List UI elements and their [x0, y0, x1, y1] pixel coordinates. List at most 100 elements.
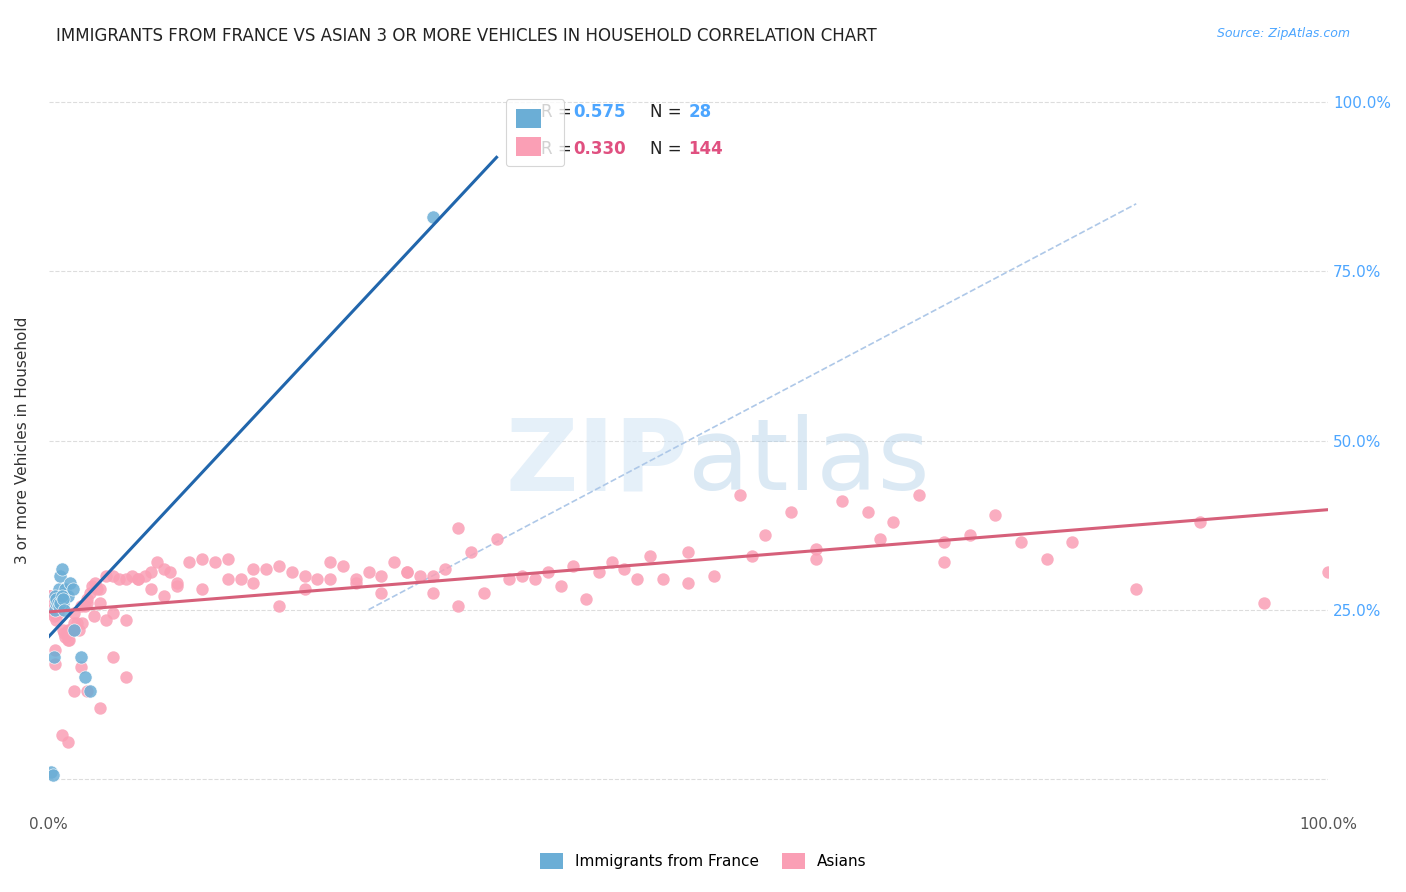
Point: [101, 569, 124, 583]
Text: 0.575: 0.575: [574, 103, 626, 121]
Point: [73, 599, 96, 614]
Point: [58, 633, 80, 648]
Point: [179, 555, 201, 569]
Point: [55, 582, 77, 597]
Point: [191, 582, 214, 597]
Point: [56, 589, 79, 603]
Point: [101, 650, 124, 665]
Point: [114, 572, 136, 586]
Point: [45, 599, 67, 614]
Point: [267, 599, 290, 614]
Point: [395, 566, 418, 580]
Point: [44, 643, 66, 657]
Point: [44, 589, 66, 603]
Point: [82, 579, 104, 593]
Point: [46, 606, 69, 620]
Point: [39, 596, 62, 610]
Text: 28: 28: [689, 103, 711, 121]
Point: [217, 572, 239, 586]
Point: [83, 609, 105, 624]
Point: [52, 592, 75, 607]
Point: [678, 545, 700, 559]
Point: [86, 582, 108, 597]
Point: [806, 552, 828, 566]
Point: [382, 555, 405, 569]
Point: [96, 569, 118, 583]
Point: [159, 566, 181, 580]
Point: [575, 592, 598, 607]
Point: [52, 596, 75, 610]
Point: [1253, 596, 1275, 610]
Point: [60, 623, 83, 637]
Point: [63, 623, 86, 637]
Point: [48, 599, 70, 614]
Point: [281, 566, 304, 580]
Point: [1010, 535, 1032, 549]
Point: [48, 582, 70, 597]
Point: [856, 504, 879, 518]
Point: [319, 572, 342, 586]
Point: [44, 589, 66, 603]
Point: [55, 626, 77, 640]
Point: [204, 555, 226, 569]
Point: [447, 599, 470, 614]
Point: [537, 566, 560, 580]
Point: [357, 566, 380, 580]
Point: [56, 623, 79, 637]
Point: [66, 616, 89, 631]
Point: [754, 528, 776, 542]
Point: [76, 592, 98, 607]
Point: [127, 572, 149, 586]
Point: [153, 589, 176, 603]
Point: [46, 589, 69, 603]
Point: [422, 569, 444, 583]
Point: [741, 549, 763, 563]
Point: [1189, 515, 1212, 529]
Point: [934, 535, 956, 549]
Point: [242, 562, 264, 576]
Point: [45, 596, 67, 610]
Point: [498, 572, 520, 586]
Point: [409, 569, 432, 583]
Point: [984, 508, 1007, 522]
Point: [69, 650, 91, 665]
Point: [39, 764, 62, 779]
Point: [55, 630, 77, 644]
Point: [101, 606, 124, 620]
Point: [76, 683, 98, 698]
Point: [447, 521, 470, 535]
Point: [79, 683, 101, 698]
Point: [1035, 552, 1057, 566]
Point: [70, 616, 93, 631]
Point: [89, 700, 111, 714]
Point: [51, 589, 73, 603]
Point: [76, 596, 98, 610]
Point: [69, 660, 91, 674]
Point: [191, 552, 214, 566]
Point: [56, 633, 79, 648]
Text: atlas: atlas: [689, 415, 931, 511]
Point: [613, 562, 636, 576]
Point: [46, 592, 69, 607]
Point: [523, 572, 546, 586]
Point: [294, 569, 316, 583]
Point: [42, 650, 65, 665]
Point: [121, 569, 143, 583]
Point: [42, 606, 65, 620]
Point: [49, 569, 72, 583]
Point: [651, 572, 673, 586]
Point: [59, 575, 82, 590]
Text: R =: R =: [541, 140, 578, 158]
Text: N =: N =: [650, 140, 682, 158]
Point: [49, 589, 72, 603]
Point: [472, 585, 495, 599]
Text: ZIP: ZIP: [506, 415, 689, 511]
Text: 0.330: 0.330: [574, 140, 626, 158]
Text: Source: ZipAtlas.com: Source: ZipAtlas.com: [1216, 27, 1350, 40]
Point: [217, 552, 239, 566]
Point: [934, 555, 956, 569]
Point: [806, 541, 828, 556]
Point: [254, 562, 277, 576]
Text: N =: N =: [650, 103, 682, 121]
Point: [41, 602, 63, 616]
